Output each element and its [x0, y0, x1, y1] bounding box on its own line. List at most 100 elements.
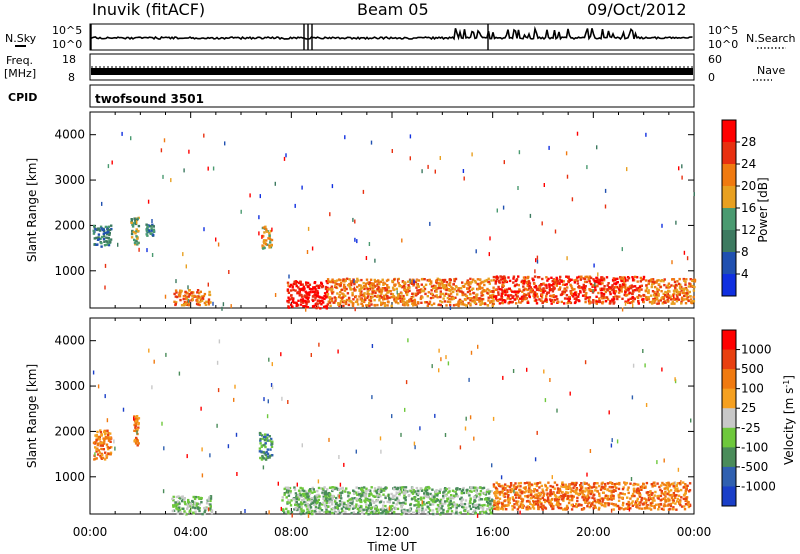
- power-echo-cell: [684, 283, 687, 286]
- velocity-echo-cell: [187, 498, 190, 502]
- velocity-echo-cell: [600, 487, 603, 490]
- power-echo-cell: [495, 275, 499, 278]
- power-echo-cell: [601, 297, 604, 300]
- power-noise-cell: [288, 274, 290, 279]
- velocity-echo-cell: [95, 448, 98, 451]
- velocity-echo-cell: [179, 510, 182, 514]
- power-echo-cell: [540, 296, 544, 299]
- velocity-echo-cell: [261, 456, 265, 459]
- power-echo-cell: [547, 277, 550, 281]
- velocity-echo-cell: [326, 488, 329, 491]
- velocity-echo-cell: [265, 455, 269, 459]
- power-echo-cell: [263, 231, 266, 234]
- velocity-echo-cell: [454, 490, 457, 493]
- velocity-echo-cell: [105, 443, 109, 446]
- power-echo-cell: [468, 290, 471, 293]
- velocity-echo-cell: [480, 504, 483, 507]
- power-echo-cell: [494, 297, 498, 300]
- power-echo-cell: [620, 287, 623, 290]
- power-echo-cell: [349, 280, 353, 283]
- velocity-echo-cell: [323, 511, 326, 514]
- velocity-echo-cell: [547, 481, 550, 484]
- velocity-echo-cell: [193, 497, 197, 501]
- velocity-echo-cell: [610, 486, 614, 489]
- velocity-echo-cell: [396, 491, 399, 495]
- power-echo-cell: [361, 299, 364, 302]
- velocity-echo-cell: [541, 508, 545, 511]
- nsky-strip: [89, 23, 695, 51]
- velocity-echo-cell: [575, 502, 578, 506]
- velocity-echo-cell: [657, 497, 660, 500]
- velocity-echo-cell: [108, 437, 111, 441]
- power-echo-cell: [441, 278, 445, 282]
- velocity-echo-cell: [662, 505, 666, 508]
- power-echo-cell: [134, 232, 137, 235]
- power-echo-cell: [550, 288, 553, 291]
- power-echo-cell: [476, 278, 480, 281]
- power-echo-cell: [100, 235, 104, 239]
- power-echo-cell: [512, 281, 515, 284]
- velocity-noise-cell: [388, 506, 390, 511]
- velocity-echo-cell: [474, 506, 478, 510]
- velocity-echo-cell: [643, 497, 646, 500]
- velocity-echo-cell: [375, 490, 378, 493]
- power-echo-cell: [287, 306, 291, 309]
- velocity-echo-cell: [318, 510, 321, 513]
- power-echo-cell: [403, 297, 406, 300]
- power-echo-cell: [339, 296, 343, 300]
- power-echo-cell: [361, 304, 364, 307]
- power-echo-cell: [313, 286, 317, 289]
- velocity-echo-cell: [372, 501, 376, 504]
- power-echo-cell: [661, 302, 664, 305]
- velocity-echo-cell: [680, 496, 683, 499]
- power-echo-cell: [467, 281, 470, 284]
- power-echo-cell: [545, 292, 549, 296]
- power-echo-cell: [347, 296, 351, 300]
- power-echo-cell: [463, 285, 466, 288]
- power-echo-cell: [461, 291, 465, 294]
- velocity-echo-cell: [347, 494, 350, 497]
- velocity-echo-cell: [612, 490, 615, 493]
- velocity-echo-cell: [299, 501, 303, 504]
- velocity-echo-cell: [566, 487, 570, 490]
- velocity-echo-cell: [197, 507, 200, 511]
- power-echo-cell: [515, 290, 518, 293]
- velocity-echo-cell: [282, 509, 285, 512]
- power-echo-cell: [384, 297, 387, 301]
- power-echo-cell: [455, 285, 458, 289]
- power-echo-cell: [563, 297, 567, 300]
- velocity-echo-cell: [406, 509, 409, 512]
- power-echo-cell: [421, 296, 424, 299]
- x-tick-label: 04:00: [173, 525, 208, 539]
- power-echo-cell: [553, 279, 556, 282]
- velocity-echo-cell: [671, 482, 675, 485]
- velocity-echo-cell: [497, 500, 500, 503]
- velocity-echo-cell: [511, 505, 514, 508]
- power-echo-cell: [439, 279, 442, 282]
- power-echo-cell: [103, 240, 106, 243]
- velocity-echo-cell: [399, 501, 402, 505]
- power-echo-cell: [548, 298, 552, 301]
- velocity-echo-cell: [348, 505, 352, 508]
- velocity-echo-cell: [363, 493, 366, 496]
- velocity-echo-cell: [348, 491, 351, 495]
- velocity-echo-cell: [504, 492, 507, 495]
- velocity-echo-cell: [592, 482, 596, 486]
- power-echo-cell: [587, 299, 591, 302]
- velocity-echo-cell: [135, 438, 138, 441]
- velocity-echo-cell: [543, 506, 547, 509]
- power-echo-cell: [326, 303, 329, 306]
- power-echo-cell: [397, 277, 400, 281]
- velocity-echo-cell: [632, 488, 636, 491]
- velocity-echo-cell: [452, 503, 455, 507]
- power-echo-cell: [358, 288, 361, 291]
- power-echo-cell: [332, 301, 335, 304]
- velocity-echo-cell: [531, 505, 535, 509]
- velocity-echo-cell: [329, 486, 332, 489]
- velocity-noise-cell: [104, 394, 106, 399]
- velocity-echo-cell: [350, 499, 353, 503]
- power-echo-cell: [368, 304, 371, 308]
- velocity-echo-cell: [358, 506, 362, 509]
- power-echo-cell: [512, 295, 515, 298]
